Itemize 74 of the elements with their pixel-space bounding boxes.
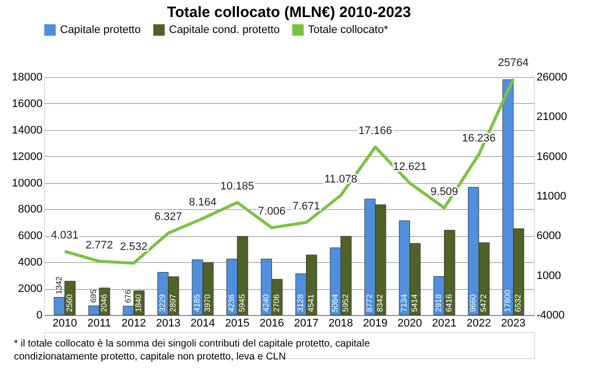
y-tick-label: 8000 xyxy=(18,204,42,216)
x-tick-label: 2015 xyxy=(224,318,250,330)
data-label: 4185 xyxy=(192,294,202,312)
data-label: 7.006 xyxy=(258,206,286,218)
x-tick-label: 2011 xyxy=(87,318,112,330)
data-label: 4.031 xyxy=(50,229,78,242)
y2-tick-label: 6000 xyxy=(536,230,561,242)
data-label: 695 xyxy=(88,288,98,303)
x-tick-label: 2023 xyxy=(501,318,526,330)
text: * il totale collocato è la somma dei singoli contributi del capitale protetto, capitale condizionatamente protetto, capitale non protetto, leva e CLN xyxy=(14,338,370,362)
data-label: 6532 xyxy=(514,294,523,312)
y-tick-label: 4000 xyxy=(18,256,42,269)
data-label: 1342 xyxy=(54,276,64,294)
x-tick-label: 2021 xyxy=(432,318,457,330)
data-label: 3128 xyxy=(296,294,305,312)
y-tick-label: 18000 xyxy=(12,72,42,84)
data-label: 7.671 xyxy=(292,200,320,212)
data-label: 5414 xyxy=(410,294,420,312)
data-label: 7134 xyxy=(399,294,408,312)
data-label: 17.166 xyxy=(358,125,392,138)
y2-tick-label: 26000 xyxy=(536,72,568,84)
y-tick-label: 12000 xyxy=(12,150,42,163)
data-label: 3229 xyxy=(158,294,167,312)
y2-tick-label: 21000 xyxy=(536,111,568,124)
x-tick-label: 2013 xyxy=(156,318,180,330)
y-tick-label: 0 xyxy=(36,310,42,322)
y2-tick-label: -4000 xyxy=(536,310,565,322)
data-label: 5084 xyxy=(330,294,340,312)
data-label: 676 xyxy=(123,289,132,304)
x-tick-label: 2017 xyxy=(294,318,318,330)
data-label: 6416 xyxy=(444,294,454,312)
legend-label: Capitale protetto xyxy=(60,24,141,36)
x-tick-label: 2016 xyxy=(260,318,284,330)
legend-label: Capitale cond. protetto xyxy=(169,24,280,36)
data-label: 25764 xyxy=(498,56,529,69)
data-label: 8772 xyxy=(364,294,374,312)
data-label: 4236 xyxy=(226,294,236,312)
y2-tick-label: 11000 xyxy=(536,190,566,202)
data-label: 4240 xyxy=(261,294,270,312)
data-label: 2.772 xyxy=(85,239,113,252)
x-tick-label: 2022 xyxy=(466,318,492,330)
y2-tick-label: 16000 xyxy=(536,150,568,163)
data-label: 5472 xyxy=(479,294,488,312)
x-tick-label: 2014 xyxy=(190,318,215,330)
data-label: 10.185 xyxy=(220,180,254,192)
y-tick-label: 16000 xyxy=(12,98,42,110)
y-tick-label: 6000 xyxy=(18,230,42,242)
x-tick-label: 2020 xyxy=(398,318,422,330)
chart-title: Totale collocato (MLN€) 2010-2023 xyxy=(167,4,411,21)
data-label: 2918 xyxy=(434,294,443,312)
data-label: 2046 xyxy=(100,294,109,312)
y-tick-label: 2000 xyxy=(18,283,42,296)
legend-label: Totale collocato* xyxy=(308,24,389,36)
data-label: 8.164 xyxy=(188,196,216,208)
x-tick-label: 2010 xyxy=(52,318,77,330)
data-label: 2897 xyxy=(168,294,178,312)
data-label: 4541 xyxy=(306,294,316,312)
data-label: 8342 xyxy=(376,294,385,312)
data-label: 2.532 xyxy=(120,241,148,254)
data-label: 9660 xyxy=(468,294,478,312)
data-label: 3970 xyxy=(203,294,212,312)
x-tick-label: 2012 xyxy=(121,318,146,330)
data-label: 2560 xyxy=(65,294,74,312)
data-label: 17800 xyxy=(502,289,512,312)
y-tick-label: 14000 xyxy=(12,124,42,136)
x-tick-label: 2018 xyxy=(328,318,354,330)
data-label: 1840 xyxy=(134,294,144,312)
y2-tick-label: 1000 xyxy=(536,270,561,282)
data-label: 5945 xyxy=(238,294,247,312)
data-label: 5952 xyxy=(341,294,350,312)
data-label: 2706 xyxy=(272,294,282,312)
x-tick-label: 2019 xyxy=(363,318,388,330)
y-tick-label: 10000 xyxy=(12,177,42,190)
data-label: 6.327 xyxy=(154,211,182,224)
